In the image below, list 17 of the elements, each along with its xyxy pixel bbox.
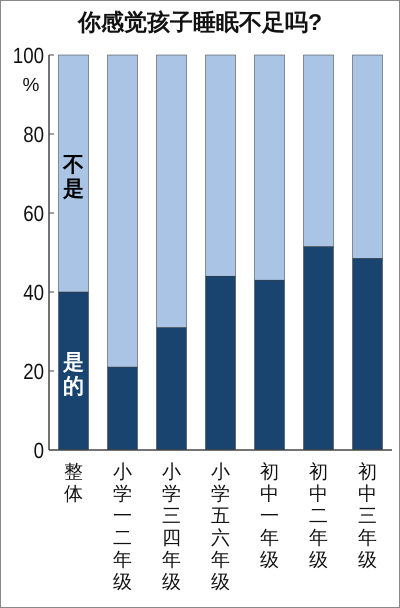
x-tick-label: 小学五六年级 <box>211 462 230 593</box>
chart-title: 你感觉孩子睡眠不足吗? <box>76 9 322 35</box>
y-tick-label: 0 <box>34 440 44 464</box>
x-tick-label: 初中一年级 <box>260 461 279 571</box>
x-tick-label: 小学三四年级 <box>162 462 181 593</box>
y-axis-title: % <box>22 75 40 96</box>
y-tick-label: 40 <box>23 282 44 306</box>
y-tick-label: 80 <box>23 124 44 148</box>
series-label: 是的 <box>62 351 84 398</box>
x-tick-label: 小学一二年级 <box>113 462 132 593</box>
x-tick-label: 初中二年级 <box>309 461 328 571</box>
x-tick-label: 整体 <box>64 462 83 505</box>
series-label: 不是 <box>62 154 84 200</box>
y-tick-label: 60 <box>23 202 44 226</box>
x-tick-label: 初中三年级 <box>358 461 377 571</box>
y-tick-label: 20 <box>23 360 44 384</box>
y-tick-label: 100 <box>12 44 44 68</box>
